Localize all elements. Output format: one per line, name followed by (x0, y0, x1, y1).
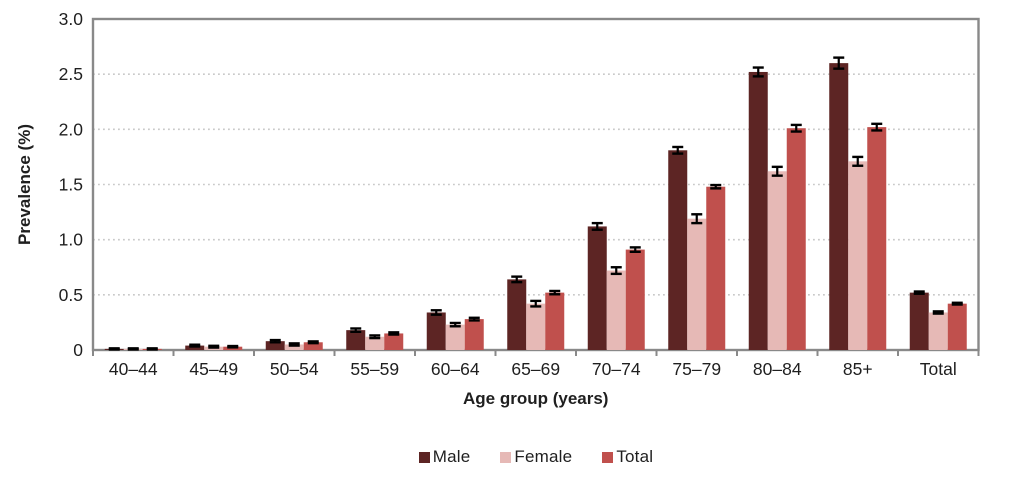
legend-item-male: Male (418, 447, 471, 467)
bar-male-6 (587, 226, 607, 350)
x-tick-label-3: 55–59 (350, 359, 399, 379)
x-tick-label-7: 75–79 (672, 359, 721, 379)
male-swatch-icon (418, 451, 430, 463)
x-tick-label-4: 60–64 (431, 359, 480, 379)
y-tick-label-1.0: 1.0 (59, 230, 84, 250)
chart-legend: Male Female Total (93, 447, 979, 467)
bar-male-3 (346, 330, 366, 350)
bar-male-8 (748, 71, 768, 351)
bar-total-7 (706, 186, 726, 350)
total-swatch-icon (602, 451, 614, 463)
y-tick-label-1.5: 1.5 (59, 175, 83, 195)
x-tick-label-6: 70–74 (592, 359, 641, 379)
y-tick-label-3.0: 3.0 (59, 9, 84, 29)
bar-male-10 (909, 292, 929, 350)
x-tick-label-10: Total (920, 359, 957, 379)
bar-female-5 (526, 303, 546, 350)
bar-female-7 (687, 218, 707, 350)
chart-plot-area: 0 0.5 1.0 1.5 2.0 2.5 3.0 40–44 45–49 50–54 55–59 6… (15, 9, 980, 408)
y-tick-label-2.5: 2.5 (59, 64, 83, 84)
legend-label-total: Total (616, 447, 654, 466)
bar-total-4 (464, 319, 484, 350)
bar-female-8 (767, 171, 787, 350)
bar-total-10 (947, 303, 967, 350)
bar-female-6 (606, 270, 626, 350)
x-tick-label-9: 85+ (843, 359, 873, 379)
bar-male-9 (829, 63, 849, 351)
bar-male-4 (426, 312, 446, 350)
legend-label-male: Male (432, 447, 471, 466)
bar-male-7 (668, 150, 688, 350)
x-tick-label-2: 50–54 (270, 359, 319, 379)
x-tick-label-0: 40–44 (109, 359, 158, 379)
bar-male-5 (507, 279, 527, 350)
bar-male-2 (265, 341, 285, 350)
y-axis-title: Prevalence (%) (15, 124, 34, 245)
bar-total-5 (545, 292, 565, 350)
y-tick-label-0.5: 0.5 (59, 285, 83, 305)
bar-female-9 (848, 161, 868, 350)
bar-total-6 (625, 249, 645, 350)
bar-female-4 (445, 324, 465, 350)
x-tick-label-8: 80–84 (753, 359, 802, 379)
bar-total-2 (303, 342, 323, 350)
x-tick-label-5: 65–69 (511, 359, 560, 379)
x-tick-label-1: 45–49 (189, 359, 238, 379)
bar-female-10 (928, 312, 948, 350)
x-axis-title: Age group (years) (463, 389, 608, 408)
y-tick-label-0: 0 (73, 340, 83, 360)
y-tick-label-2.0: 2.0 (59, 119, 84, 139)
legend-label-female: Female (514, 447, 573, 466)
bar-total-8 (786, 128, 806, 350)
female-swatch-icon (500, 451, 512, 463)
bar-female-2 (284, 344, 304, 350)
bar-total-3 (384, 333, 404, 350)
legend-item-total: Total (602, 447, 653, 467)
legend-item-female: Female (500, 447, 572, 467)
bar-male-1 (185, 345, 205, 350)
bar-total-9 (867, 127, 887, 350)
bar-female-3 (365, 336, 385, 350)
